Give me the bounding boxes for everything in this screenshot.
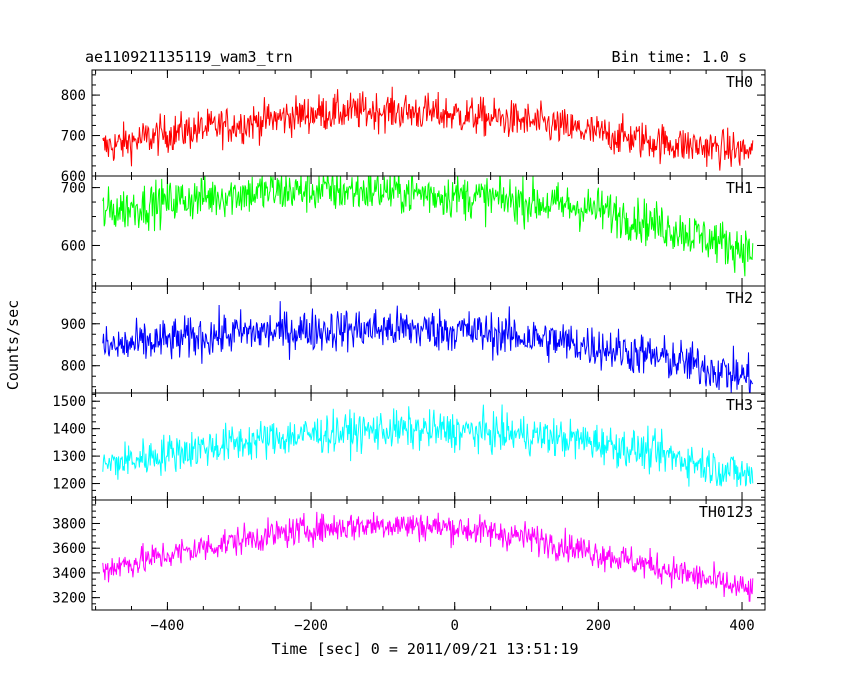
- panel-name-label: TH0123: [699, 503, 753, 521]
- y-tick-label: 700: [61, 129, 86, 145]
- panel-frame: [91, 69, 766, 177]
- panel-name-label: TH3: [726, 396, 753, 414]
- series-th3: [102, 404, 754, 487]
- y-tick-label: 900: [61, 317, 86, 333]
- series-th0123: [102, 511, 754, 602]
- y-axis-label: Counts/sec: [4, 300, 22, 390]
- y-tick-label: 700: [61, 181, 86, 197]
- y-tick-label: 1300: [52, 449, 86, 465]
- y-tick-label: 3200: [52, 591, 86, 607]
- series-th2: [102, 301, 754, 393]
- y-tick-label: 3400: [52, 566, 86, 582]
- panel-th1: 600 700 TH1: [61, 175, 766, 287]
- panel-name-label: TH1: [726, 179, 753, 197]
- panel-th0: 600 700 800 TH0: [61, 69, 766, 185]
- series-th1: [102, 176, 754, 277]
- y-tick-label: 600: [61, 238, 86, 254]
- x-tick-label: −400: [151, 618, 185, 634]
- panel-name-label: TH2: [726, 289, 753, 307]
- panel-frame: [91, 499, 766, 611]
- x-tick-label: 400: [729, 618, 754, 634]
- chart-title: ae110921135119_wam3_trn: [85, 48, 293, 66]
- x-tick-label: 0: [450, 618, 458, 634]
- bin-time-label: Bin time: 1.0 s: [612, 48, 747, 66]
- y-tick-label: 800: [61, 359, 86, 375]
- y-tick-label: 1500: [52, 394, 86, 410]
- panel-frame: [91, 175, 766, 287]
- y-tick-label: 600: [61, 169, 86, 185]
- y-tick-label: 1200: [52, 477, 86, 493]
- y-tick-label: 3600: [52, 541, 86, 557]
- panel-th0123: 3200 3400 3600 3800 TH0123: [52, 499, 766, 611]
- panel-th3: 1200 1300 1400 1500 TH3: [52, 392, 766, 501]
- series-th0: [102, 86, 754, 171]
- panel-name-label: TH0: [726, 73, 753, 91]
- y-tick-label: 3800: [52, 516, 86, 532]
- x-axis-label: Time [sec] 0 = 2011/09/21 13:51:19: [271, 640, 578, 658]
- y-tick-label: 800: [61, 88, 86, 104]
- x-tick-label: 200: [586, 618, 611, 634]
- y-tick-label: 1400: [52, 422, 86, 438]
- x-tick-label: −200: [294, 618, 328, 634]
- panel-th2: 800 900 TH2: [61, 285, 766, 394]
